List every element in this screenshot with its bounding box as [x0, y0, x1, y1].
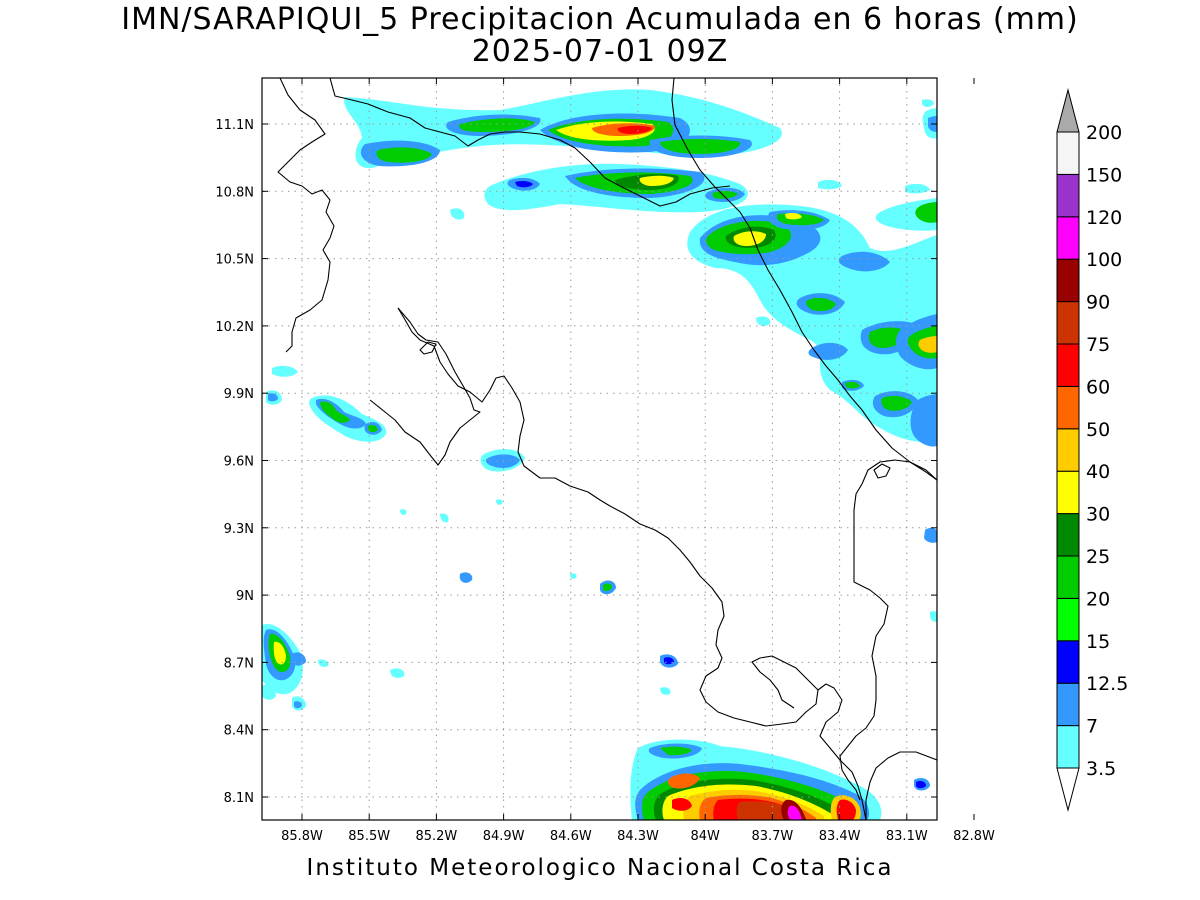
precipitation-field [262, 89, 937, 820]
lat-tick-label: 11.1N [215, 118, 254, 133]
latitude-axis: 11.1N 10.8N 10.5N 10.2N 9.9N 9.6N 9.3N 9N 8.7N 8.… [215, 118, 937, 806]
panama-border-north [839, 459, 937, 801]
lat-tick-label: 9.6N [224, 455, 254, 470]
lon-tick-label: 85.8W [281, 829, 323, 844]
rain-cell-central-east [687, 99, 937, 447]
colorbar-level-label: 7 [1086, 716, 1098, 738]
lat-tick-label: 10.8N [215, 185, 254, 200]
gulf-of-nicoya [397, 307, 819, 727]
colorbar-level-label: 200 [1086, 122, 1122, 144]
colorbar: 3.5 7 12.5 15 20 25 30 40 50 60 75 90 100 120 150 200 [1056, 88, 1128, 812]
colorbar-swatch [1056, 216, 1080, 260]
colorbar-level-label: 60 [1086, 376, 1110, 398]
rain-cell-north-band [344, 89, 782, 169]
colorbar-level-label: 150 [1086, 164, 1122, 186]
lat-tick-label: 9.3N [224, 522, 254, 537]
rain-cell-scattered [400, 208, 937, 791]
colorbar-level-label: 20 [1086, 588, 1110, 610]
lat-tick-label: 9.9N [224, 387, 254, 402]
nicoya-peninsula [369, 307, 481, 466]
colorbar-level-label: 50 [1086, 419, 1110, 441]
rain-cell-west [262, 365, 525, 711]
colorbar-swatch [1056, 555, 1080, 599]
lat-tick-label: 10.5N [215, 253, 254, 268]
golfo-dulce [817, 683, 867, 820]
lat-tick-label: 8.7N [224, 656, 254, 671]
colorbar-level-label: 25 [1086, 546, 1110, 568]
colorbar-swatch [1056, 301, 1080, 345]
longitude-axis: 85.8W 85.5W 85.2W 84.9W 84.6W 84.3W 84W 83.7W 83… [281, 78, 995, 844]
lat-tick-label: 10.2N [215, 320, 254, 335]
colorbar-level-label: 120 [1086, 207, 1122, 229]
caribbean-coast [671, 78, 937, 481]
colorbar-swatch [1056, 131, 1080, 175]
nicaragua-pacific-coast [277, 78, 335, 353]
lat-tick-label: 9N [236, 589, 254, 604]
colorbar-swatch [1056, 725, 1080, 769]
lon-tick-label: 84W [690, 829, 720, 844]
lon-tick-label: 85.2W [415, 829, 457, 844]
colorbar-level-label: 90 [1086, 292, 1110, 314]
bocas-islands [873, 463, 891, 479]
colorbar-triangle-low [1056, 767, 1080, 812]
colorbar-swatch [1056, 173, 1080, 218]
rain-cell-second-row [484, 163, 930, 213]
colorbar-level-label: 15 [1086, 631, 1110, 653]
lon-tick-label: 83.7W [751, 829, 793, 844]
colorbar-swatch [1056, 682, 1080, 727]
colorbar-level-label: 30 [1086, 504, 1110, 526]
map-title: IMN/SARAPIQUI_5 Precipitacion Acumulada … [121, 2, 1079, 37]
lon-tick-label: 83.1W [886, 829, 928, 844]
lon-tick-label: 84.3W [617, 829, 659, 844]
colorbar-level-label: 100 [1086, 249, 1122, 271]
lon-tick-label: 82.8W [953, 829, 995, 844]
lon-tick-label: 84.9W [483, 829, 525, 844]
colorbar-level-label: 40 [1086, 461, 1110, 483]
lat-tick-label: 8.1N [224, 791, 254, 806]
lat-tick-label: 8.4N [224, 724, 254, 739]
colorbar-triangle-high [1056, 88, 1080, 133]
nicaragua-costa-rica-border [329, 78, 731, 207]
lon-tick-label: 85.5W [348, 829, 390, 844]
colorbar-level-label: 3.5 [1086, 758, 1116, 780]
colorbar-level-label: 12.5 [1086, 673, 1128, 695]
colorbar-swatch [1056, 513, 1080, 557]
map-valid-time: 2025-07-01 09Z [471, 34, 729, 69]
lon-tick-label: 83.4W [819, 829, 861, 844]
colorbar-swatch [1056, 258, 1080, 303]
colorbar-swatch [1056, 597, 1080, 642]
colorbar-level-label: 75 [1086, 334, 1110, 356]
colorbar-swatch [1056, 428, 1080, 472]
lon-tick-label: 84.6W [550, 829, 592, 844]
colorbar-swatch [1056, 385, 1080, 430]
colorbar-swatch [1056, 343, 1080, 387]
map-gridlines [262, 78, 937, 820]
coastline [277, 78, 937, 820]
colorbar-swatch [1056, 470, 1080, 515]
panama-border-south [865, 751, 937, 820]
chira-island [419, 341, 437, 355]
footer-credit: Instituto Meteorologico Nacional Costa R… [306, 855, 894, 881]
colorbar-swatch [1056, 640, 1080, 684]
osa-peninsula [751, 655, 819, 709]
plot-frame [261, 77, 938, 821]
